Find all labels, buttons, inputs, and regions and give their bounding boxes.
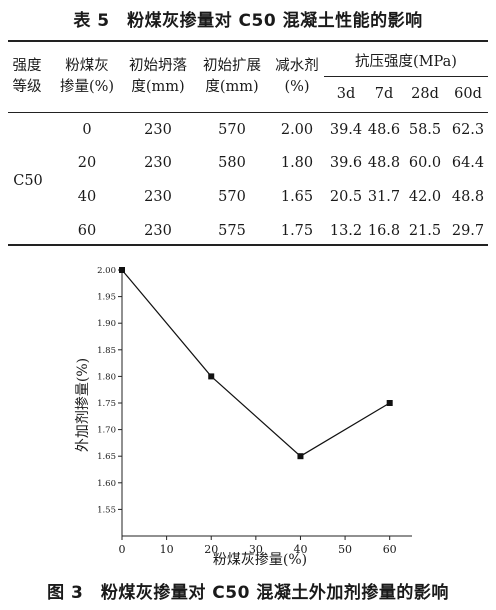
data-point — [297, 453, 304, 460]
y-axis-label: 外加剂掺量(%) — [74, 358, 91, 452]
strength-7d-cell: 48.6 — [367, 122, 401, 138]
header-reducer-line1: 减水剂 — [275, 58, 319, 74]
x-tick-label: 20 — [204, 543, 218, 556]
slump-cell: 230 — [144, 155, 172, 171]
y-tick-label: 1.55 — [97, 505, 116, 515]
reducer-cell: 1.75 — [280, 223, 314, 239]
spread-cell: 580 — [218, 155, 246, 171]
grade-value: C50 — [13, 173, 43, 189]
spread-cell: 570 — [218, 122, 246, 138]
reducer-cell: 1.65 — [280, 189, 314, 205]
header-grade-line2: 等级 — [12, 79, 42, 95]
strength-28d-cell: 21.5 — [408, 223, 442, 239]
strength-28d-cell: 42.0 — [408, 189, 442, 205]
header-slump-line2: 度(mm) — [131, 79, 185, 95]
header-grade: 强度 等级 — [10, 56, 44, 98]
slump-cell: 230 — [144, 122, 172, 138]
strength-60d-cell: 48.8 — [451, 189, 485, 205]
ash-cell: 40 — [77, 189, 97, 205]
ash-cell: 60 — [77, 223, 97, 239]
reducer-cell: 2.00 — [280, 122, 314, 138]
y-tick-label: 1.70 — [97, 426, 116, 436]
spread-cell: 570 — [218, 189, 246, 205]
strength-3d-cell: 20.5 — [329, 189, 363, 205]
strength-7d-cell: 16.8 — [367, 223, 401, 239]
y-tick-label: 1.80 — [97, 372, 116, 382]
spread-cell: 575 — [218, 223, 246, 239]
x-tick-label: 50 — [338, 543, 352, 556]
header-spread-line2: 度(mm) — [205, 79, 259, 95]
table-title: 表 5 粉煤灰掺量对 C50 混凝土性能的影响 — [73, 11, 423, 31]
y-tick-label: 1.60 — [97, 479, 116, 489]
header-ash-content: 粉煤灰 掺量(%) — [55, 56, 119, 98]
y-tick-label: 1.85 — [97, 346, 116, 356]
x-tick-label: 60 — [383, 543, 397, 556]
strength-7d-cell: 48.8 — [367, 155, 401, 171]
strength-group-rule — [324, 76, 488, 77]
header-grade-line1: 强度 — [12, 58, 42, 74]
strength-3d-cell: 39.6 — [329, 155, 363, 171]
x-tick-label: 40 — [293, 543, 307, 556]
strength-60d-cell: 64.4 — [451, 155, 485, 171]
y-tick-label: 1.95 — [97, 293, 116, 303]
table-bottom-rule — [8, 244, 488, 246]
strength-28d-cell: 58.5 — [408, 122, 442, 138]
x-tick-label: 0 — [119, 543, 126, 556]
header-60d: 60d — [454, 86, 482, 102]
data-point — [119, 267, 125, 273]
strength-3d-cell: 39.4 — [329, 122, 363, 138]
strength-60d-cell: 29.7 — [451, 223, 485, 239]
y-tick-label: 2.00 — [97, 266, 116, 276]
y-tick-label: 1.75 — [97, 399, 116, 409]
strength-28d-cell: 60.0 — [408, 155, 442, 171]
x-tick-label: 30 — [249, 543, 263, 556]
header-reducer-line2: (%) — [284, 79, 310, 95]
header-slump: 初始坍落 度(mm) — [122, 56, 194, 98]
slump-cell: 230 — [144, 189, 172, 205]
header-ash-line2: 掺量(%) — [59, 79, 115, 95]
table-top-rule — [8, 40, 488, 42]
header-compressive-strength: 抗压强度(MPa) — [355, 54, 457, 70]
strength-3d-cell: 13.2 — [329, 223, 363, 239]
table-header-rule — [8, 112, 488, 113]
strength-7d-cell: 31.7 — [367, 189, 401, 205]
reducer-cell: 1.80 — [280, 155, 314, 171]
ash-cell: 20 — [77, 155, 97, 171]
slump-cell: 230 — [144, 223, 172, 239]
admixture-chart: 0 10 20 30 40 50 60 1.55 1.60 1.65 1.70 1.75 1.80 1.8… — [74, 266, 412, 568]
x-tick-label: 10 — [160, 543, 174, 556]
header-slump-line1: 初始坍落 — [129, 58, 187, 74]
header-3d: 3d — [336, 86, 356, 102]
header-ash-line1: 粉煤灰 — [65, 58, 109, 74]
data-point — [386, 400, 393, 406]
data-point — [208, 373, 215, 380]
figure-caption: 图 3 粉煤灰掺量对 C50 混凝土外加剂掺量的影响 — [47, 583, 449, 603]
x-axis-label: 粉煤灰掺量(%) — [213, 551, 307, 568]
header-water-reducer: 减水剂 (%) — [270, 56, 324, 98]
header-spread: 初始扩展 度(mm) — [196, 56, 268, 98]
strength-60d-cell: 62.3 — [451, 122, 485, 138]
ash-cell: 0 — [82, 122, 92, 138]
series-line — [121, 269, 390, 457]
y-tick-label: 1.90 — [97, 319, 116, 329]
header-7d: 7d — [374, 86, 394, 102]
y-tick-label: 1.65 — [97, 452, 116, 462]
header-28d: 28d — [411, 86, 439, 102]
header-spread-line1: 初始扩展 — [203, 58, 261, 74]
